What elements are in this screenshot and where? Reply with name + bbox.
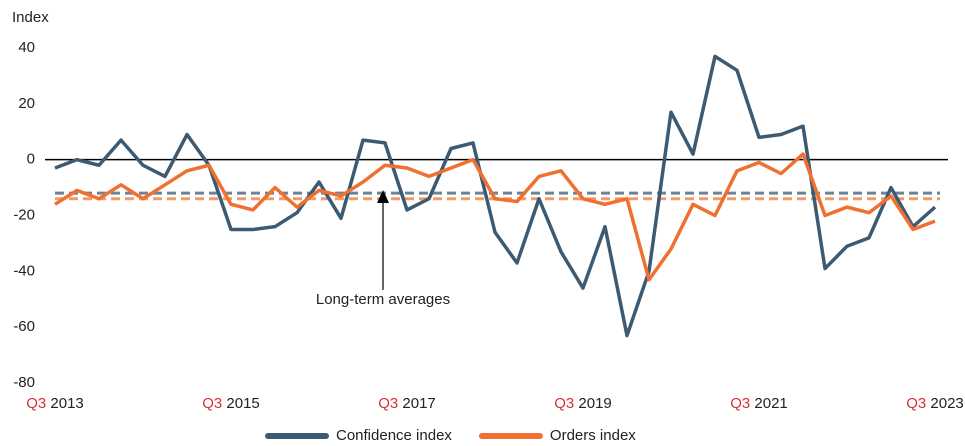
year: 2023	[930, 395, 963, 412]
x-tick-label: Q3 2015	[202, 395, 260, 412]
series-line	[54, 54, 937, 338]
x-tick-label: Q3 2017	[378, 395, 436, 412]
quarter: Q3	[26, 395, 50, 412]
y-tick-label: 40	[18, 39, 35, 56]
x-tick-label: Q3 2023	[906, 395, 964, 412]
quarter: Q3	[378, 395, 402, 412]
series-line	[54, 152, 936, 282]
x-tick-label: Q3 2021	[730, 395, 788, 412]
quarter: Q3	[554, 395, 578, 412]
y-tick-label: -40	[13, 262, 35, 279]
annotation: Long-term averages	[316, 291, 450, 308]
y-axis-label: Index	[12, 9, 49, 26]
year: 2013	[50, 395, 83, 412]
legend-label: Confidence index	[336, 427, 452, 444]
y-tick-label: -20	[13, 206, 35, 223]
x-tick-label: Q3 2013	[26, 395, 84, 412]
x-tick-label: Q3 2019	[554, 395, 612, 412]
y-tick-label: -60	[13, 318, 35, 335]
legend-label: Orders index	[550, 427, 636, 444]
quarter: Q3	[202, 395, 226, 412]
y-tick-label: -80	[13, 374, 35, 391]
arrow-head	[377, 190, 389, 203]
year: 2021	[754, 395, 787, 412]
year: 2017	[402, 395, 435, 412]
year: 2019	[578, 395, 611, 412]
quarter: Q3	[730, 395, 754, 412]
y-tick-label: 0	[27, 151, 35, 168]
quarter: Q3	[906, 395, 930, 412]
year: 2015	[226, 395, 259, 412]
y-tick-label: 20	[18, 95, 35, 112]
